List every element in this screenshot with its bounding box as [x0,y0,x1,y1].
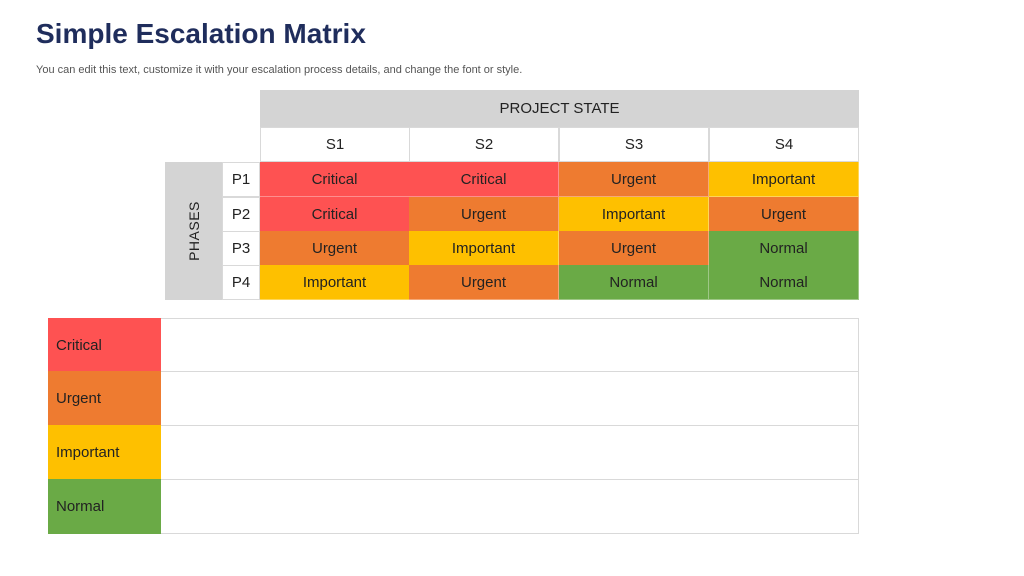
page-subtitle: You can edit this text, customize it wit… [36,64,523,76]
matrix-cell-p2-s3: Important [559,197,709,232]
column-header-s1: S1 [260,127,410,162]
legend-label-normal: Normal [48,479,161,534]
legend-label-critical: Critical [48,318,161,373]
column-header-s4: S4 [709,127,859,162]
column-header-s3: S3 [559,127,709,162]
project-state-header: PROJECT STATE [260,90,859,127]
row-header-p1: P1 [222,162,260,197]
row-header-p4: P4 [222,265,260,300]
column-header-s2: S2 [409,127,559,162]
matrix-cell-p3-s2: Important [409,231,559,266]
legend-row-important: Important [48,425,859,480]
phases-label: PHASES [185,201,202,261]
phases-header: PHASES [165,162,222,300]
legend-row-urgent: Urgent [48,371,859,426]
legend-description-critical[interactable] [162,319,858,371]
matrix-cell-p1-s4: Important [709,162,859,197]
matrix-cell-p4-s1: Important [260,265,410,300]
legend-description-urgent[interactable] [162,372,858,425]
legend-description-normal[interactable] [162,480,858,533]
matrix-cell-p4-s3: Normal [559,265,709,300]
matrix-cell-p4-s2: Urgent [409,265,559,300]
matrix-cell-p2-s1: Critical [260,197,410,232]
row-header-p2: P2 [222,197,260,232]
matrix-cell-p4-s4: Normal [709,265,859,300]
matrix-cell-p1-s1: Critical [260,162,410,197]
legend-row-normal: Normal [48,479,859,534]
matrix-cell-p1-s2: Critical [409,162,559,197]
row-header-p3: P3 [222,231,260,266]
legend-label-important: Important [48,425,161,480]
matrix-cell-p2-s4: Urgent [709,197,859,232]
legend-label-urgent: Urgent [48,371,161,426]
legend-row-critical: Critical [48,318,859,373]
matrix-cell-p3-s1: Urgent [260,231,410,266]
matrix-cell-p2-s2: Urgent [409,197,559,232]
legend-description-important[interactable] [162,426,858,479]
matrix-cell-p3-s4: Normal [709,231,859,266]
legend-table: Critical Urgent Important Normal [48,318,859,534]
matrix-cell-p3-s3: Urgent [559,231,709,266]
matrix-cell-p1-s3: Urgent [559,162,709,197]
page-title: Simple Escalation Matrix [36,18,366,49]
